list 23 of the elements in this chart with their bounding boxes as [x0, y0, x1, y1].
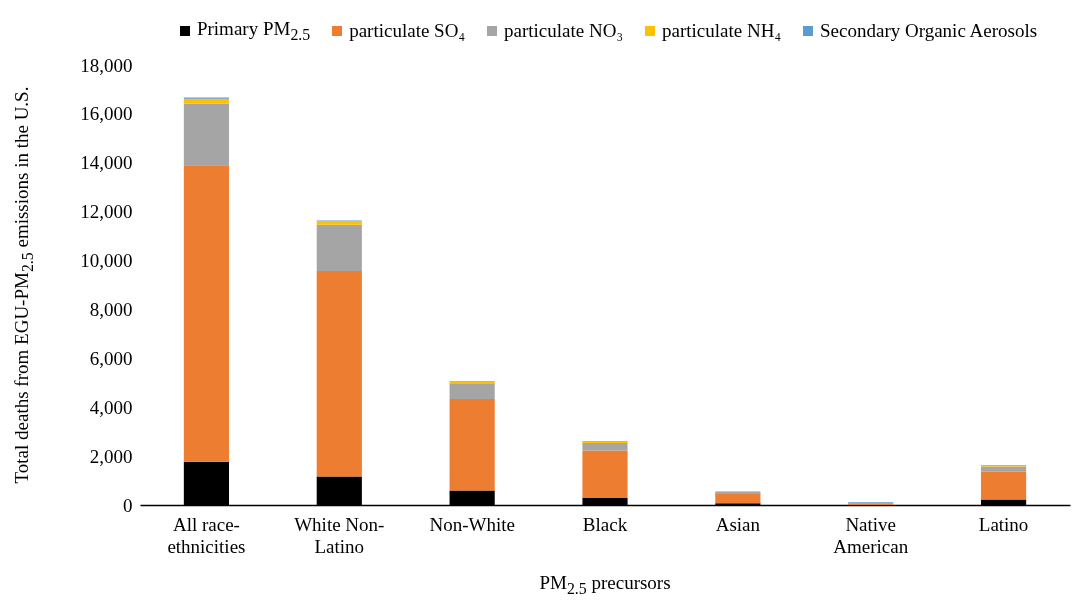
y-tick-label: 18,000	[80, 54, 133, 76]
y-tick-label: 10,000	[80, 250, 133, 272]
x-tick-label: Native American	[833, 513, 909, 557]
x-tick-label: Non-White	[429, 513, 515, 535]
legend-label: particulate SO₄	[349, 19, 466, 42]
legend-label: Primary PM$_{2.5}$	[196, 18, 311, 44]
x-tick-label: Black	[582, 513, 628, 535]
y-tick-label: 2,000	[89, 445, 133, 467]
y-tick-label: 12,000	[80, 201, 133, 223]
legend-label: particulate NO₃	[504, 19, 624, 42]
x-tick-label: Latino	[978, 513, 1029, 535]
y-tick-label: 16,000	[80, 103, 133, 125]
legend-label: Secondary Organic Aerosols	[820, 19, 1038, 42]
x-tick-label: All race-ethnicities	[167, 513, 246, 557]
x-axis-title: PM$_{2.5}$ precursors	[538, 572, 672, 598]
y-tick-label: 4,000	[89, 396, 133, 418]
y-tick-label: 8,000	[89, 298, 133, 320]
y-tick-label: 0	[123, 494, 133, 516]
x-tick-label: Asian	[715, 513, 761, 535]
y-tick-label: 14,000	[80, 152, 133, 174]
y-tick-label: 6,000	[89, 347, 133, 369]
x-tick-label: White Non-Latino	[294, 513, 385, 557]
legend-label: particulate NH₄	[662, 19, 782, 42]
